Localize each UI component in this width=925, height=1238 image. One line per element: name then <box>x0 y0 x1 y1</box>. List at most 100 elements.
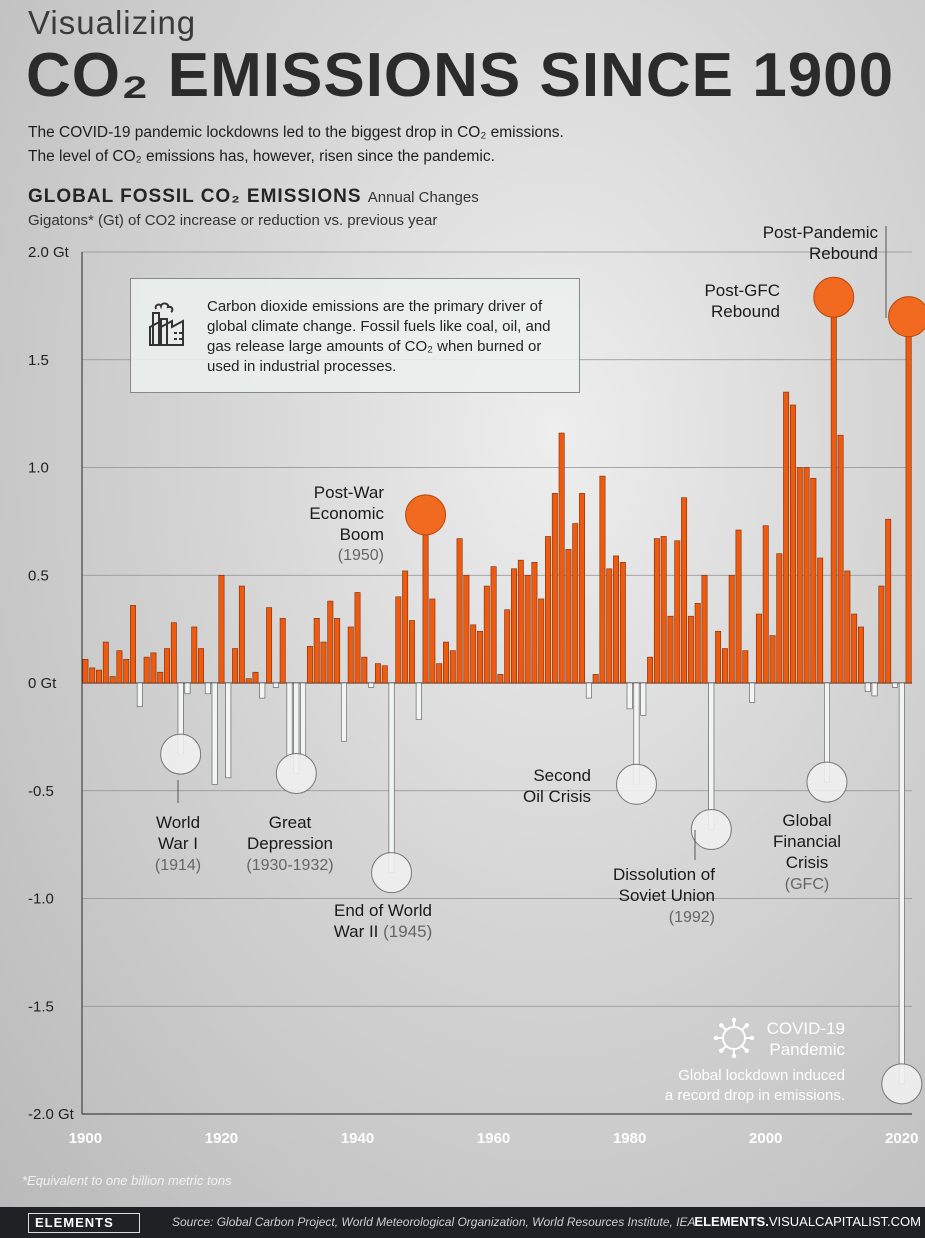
bar-1994 <box>721 648 728 684</box>
bar-2014 <box>858 626 864 684</box>
bar-1964 <box>517 559 524 684</box>
bar-1985 <box>660 536 667 684</box>
bar-1926 <box>259 682 266 699</box>
bar-2021 <box>905 316 912 684</box>
bar-1976 <box>599 475 606 684</box>
bar-1929 <box>279 618 286 684</box>
brand-logo[interactable]: ELEMENTS <box>28 1213 140 1233</box>
x-tick-label: 1960 <box>477 1130 510 1147</box>
x-tick-label: 1900 <box>69 1130 102 1147</box>
bar-1968 <box>545 536 551 684</box>
event-marker <box>881 1063 923 1105</box>
event-marker <box>160 733 202 775</box>
bar-1946 <box>395 596 402 684</box>
x-tick-label: 1980 <box>613 1130 646 1147</box>
bar-1924 <box>245 678 252 684</box>
x-tick-label: 2000 <box>749 1130 782 1147</box>
bar-1917 <box>198 648 205 684</box>
bar-1927 <box>266 607 273 684</box>
bar-1974 <box>585 682 592 699</box>
logo-text: ELEMENTS <box>35 1215 114 1230</box>
bar-1918 <box>204 682 211 695</box>
event-subtitle: (1992) <box>669 909 715 926</box>
bar-1903 <box>102 641 109 684</box>
event-title: End of World War II (1945) <box>334 901 433 941</box>
bar-1900 <box>82 658 89 684</box>
bar-1984 <box>653 538 660 684</box>
bar-1922 <box>232 648 239 684</box>
bar-1973 <box>579 493 585 684</box>
bar-2015 <box>864 682 871 692</box>
footnote: *Equivalent to one billion metric tons <box>22 1173 232 1188</box>
y-tick-label: 0.5 <box>28 567 49 584</box>
bar-1921 <box>225 682 232 779</box>
source-text: Source: Global Carbon Project, World Met… <box>172 1215 696 1229</box>
bar-1953 <box>443 641 449 684</box>
bar-2003 <box>783 391 790 684</box>
bar-2000 <box>762 525 769 684</box>
x-tick-label: 1940 <box>341 1130 374 1147</box>
bars <box>82 296 912 1085</box>
intro-line-2: The level of CO₂ emissions has, however,… <box>28 148 495 165</box>
y-tick-label: 2.0 Gt <box>28 244 70 261</box>
bar-2013 <box>851 613 858 684</box>
bar-1928 <box>272 682 279 688</box>
bar-2002 <box>776 553 783 684</box>
event-marker <box>690 809 732 851</box>
bar-2011 <box>837 434 844 684</box>
bar-1915 <box>184 682 191 695</box>
event-title: Post-GFC Rebound <box>704 281 780 321</box>
bar-1955 <box>456 538 463 684</box>
bar-2007 <box>810 477 817 684</box>
bar-1941 <box>361 656 368 684</box>
bar-2019 <box>892 682 898 688</box>
footer: ELEMENTS Source: Global Carbon Project, … <box>0 1207 925 1238</box>
bar-2020 <box>898 682 905 1085</box>
event-marker <box>371 852 413 894</box>
bar-1935 <box>320 641 327 684</box>
bar-1986 <box>667 615 674 684</box>
bar-1957 <box>470 624 477 684</box>
y-tick-label: -1.5 <box>28 998 54 1015</box>
bar-1997 <box>742 650 749 684</box>
bar-1940 <box>354 592 361 684</box>
bar-1908 <box>136 682 143 708</box>
bar-1944 <box>381 665 388 684</box>
bar-2005 <box>796 467 803 684</box>
site-link[interactable]: ELEMENTS.VISUALCAPITALIST.COM <box>694 1214 921 1229</box>
bar-2001 <box>769 635 776 684</box>
event-marker <box>615 763 657 805</box>
bar-1980 <box>626 682 633 710</box>
event-marker <box>888 296 925 338</box>
bar-1947 <box>402 570 409 684</box>
bar-1952 <box>436 663 443 684</box>
bar-1916 <box>191 626 198 684</box>
event-subtitle: Global lockdown induced a record drop in … <box>665 1067 845 1104</box>
bar-1959 <box>483 585 490 684</box>
bar-1954 <box>449 650 456 684</box>
bar-1978 <box>613 555 620 684</box>
bar-1919 <box>211 682 218 785</box>
bar-2008 <box>817 557 824 684</box>
event-title: Dissolution of Soviet Union <box>613 865 715 905</box>
bar-1925 <box>252 671 259 684</box>
bar-2004 <box>789 404 796 684</box>
event-title: Post-Pandemic Rebound <box>763 223 879 263</box>
bar-1923 <box>238 585 245 684</box>
bar-1913 <box>170 622 177 684</box>
bar-1991 <box>701 574 708 684</box>
bar-2018 <box>885 518 892 684</box>
y-tick-label: 1.5 <box>28 352 49 369</box>
bar-1995 <box>728 574 735 684</box>
bar-1983 <box>647 656 654 684</box>
bar-1988 <box>681 497 688 684</box>
bar-2016 <box>871 682 878 697</box>
y-tick-label: -2.0 Gt <box>28 1106 75 1123</box>
bar-1905 <box>116 650 123 684</box>
bar-1949 <box>415 682 422 720</box>
info-box: Carbon dioxide emissions are the primary… <box>130 278 580 393</box>
bar-1979 <box>619 562 626 684</box>
bar-1996 <box>735 529 742 684</box>
bar-1966 <box>531 562 538 684</box>
